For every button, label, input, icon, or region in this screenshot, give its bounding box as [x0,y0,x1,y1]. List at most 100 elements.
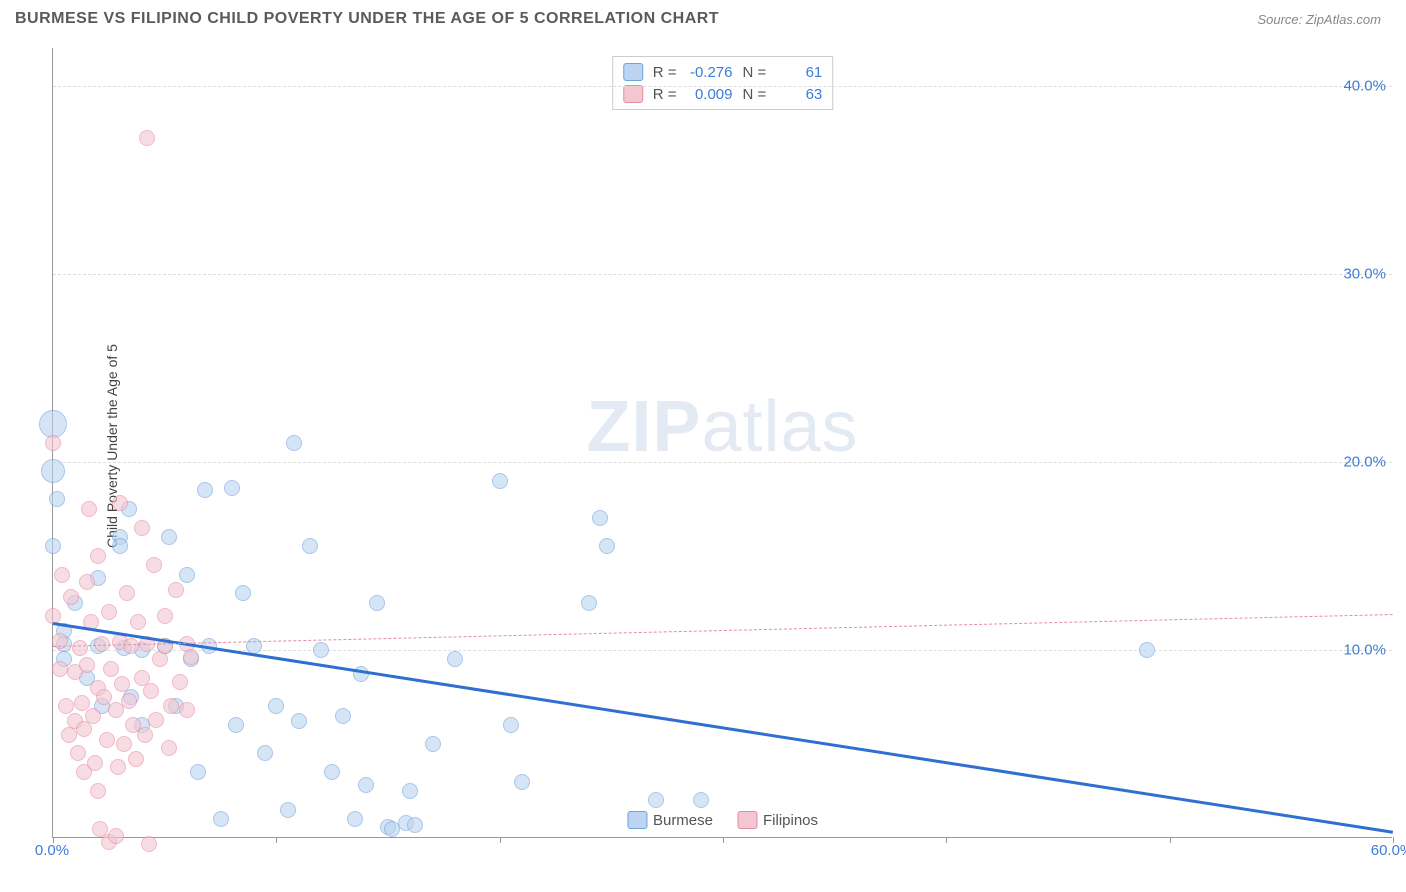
data-point [116,736,132,752]
n-value-burmese: 61 [772,64,822,81]
data-point [141,836,157,852]
chart-header: BURMESE VS FILIPINO CHILD POVERTY UNDER … [0,0,1406,38]
data-point [224,480,240,496]
data-point [128,751,144,767]
data-point [161,740,177,756]
data-point [1139,642,1155,658]
data-point [581,595,597,611]
r-value-filipinos: 0.009 [683,86,733,103]
data-point [161,529,177,545]
data-point [45,435,61,451]
data-point [110,759,126,775]
data-point [369,595,385,611]
data-point [121,693,137,709]
legend-label-filipinos: Filipinos [763,812,818,829]
ytick-label: 40.0% [1343,77,1386,94]
swatch-filipinos [623,85,643,103]
ytick-label: 30.0% [1343,265,1386,282]
data-point [123,638,139,654]
ytick-label: 10.0% [1343,641,1386,658]
data-point [347,811,363,827]
data-point [407,817,423,833]
watermark: ZIPatlas [586,386,858,468]
data-point [492,473,508,489]
data-point [81,501,97,517]
data-point [213,811,229,827]
data-point [146,557,162,573]
data-point [157,608,173,624]
data-point [70,745,86,761]
gridline [53,274,1392,275]
chart-title: BURMESE VS FILIPINO CHILD POVERTY UNDER … [15,10,719,28]
data-point [41,459,65,483]
legend-label-burmese: Burmese [653,812,713,829]
xtick-label-left: 0.0% [35,842,69,859]
data-point [183,649,199,665]
data-point [101,604,117,620]
data-point [134,520,150,536]
data-point [280,802,296,818]
data-point [324,764,340,780]
trendline-burmese [53,622,1393,834]
data-point [96,689,112,705]
data-point [168,582,184,598]
n-label: N = [743,64,767,81]
ytick-label: 20.0% [1343,453,1386,470]
data-point [190,764,206,780]
data-point [52,661,68,677]
data-point [257,745,273,761]
data-point [447,651,463,667]
data-point [103,661,119,677]
data-point [648,792,664,808]
data-point [514,774,530,790]
swatch-burmese-bottom [627,811,647,829]
data-point [54,567,70,583]
data-point [58,698,74,714]
data-point [90,548,106,564]
data-point [291,713,307,729]
r-label: R = [653,64,677,81]
data-point [137,727,153,743]
data-point [179,702,195,718]
data-point [87,755,103,771]
data-point [425,736,441,752]
data-point [313,642,329,658]
n-value-filipinos: 63 [772,86,822,103]
source-prefix: Source: [1257,12,1305,27]
xtick-label-right: 60.0% [1371,842,1406,859]
data-point [179,567,195,583]
data-point [72,640,88,656]
data-point [119,585,135,601]
trendline-filipinos [53,614,1393,647]
data-point [335,708,351,724]
data-point [402,783,418,799]
r-value-burmese: -0.276 [683,64,733,81]
r-label: R = [653,86,677,103]
watermark-bold: ZIP [586,387,701,467]
source-name: ZipAtlas.com [1306,12,1381,27]
data-point [228,717,244,733]
scatter-plot-area: ZIPatlas R = -0.276 N = 61 R = 0.009 N =… [52,48,1392,838]
n-label: N = [743,86,767,103]
data-point [143,683,159,699]
data-point [90,783,106,799]
correlation-legend: R = -0.276 N = 61 R = 0.009 N = 63 [612,56,834,110]
data-point [45,538,61,554]
data-point [63,589,79,605]
data-point [79,657,95,673]
gridline [53,86,1392,87]
swatch-filipinos-bottom [737,811,757,829]
gridline [53,462,1392,463]
data-point [74,695,90,711]
legend-item-burmese: Burmese [627,811,713,829]
series-legend: Burmese Filipinos [627,811,818,829]
data-point [99,732,115,748]
data-point [286,435,302,451]
data-point [592,510,608,526]
data-point [268,698,284,714]
data-point [358,777,374,793]
data-point [172,674,188,690]
data-point [235,585,251,601]
data-point [148,712,164,728]
data-point [503,717,519,733]
